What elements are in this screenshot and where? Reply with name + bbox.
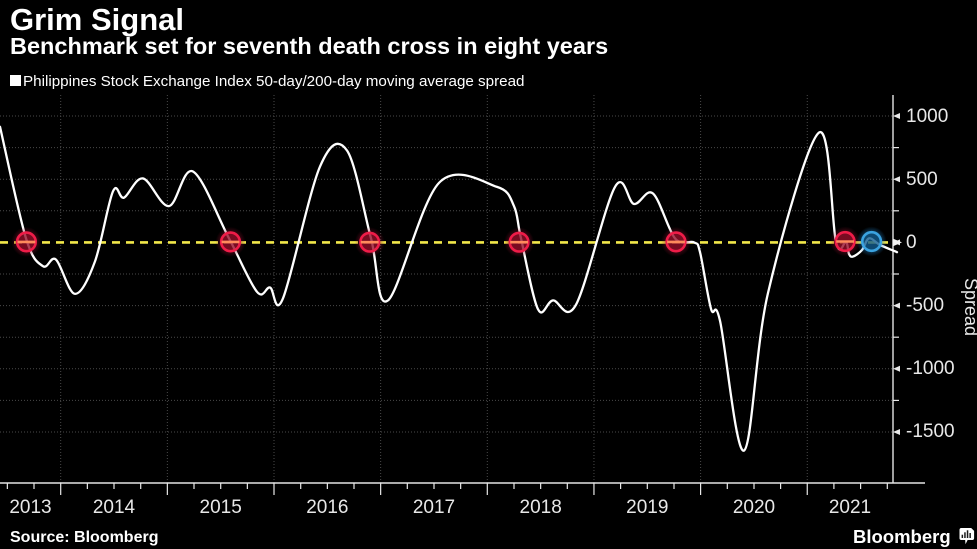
- svg-text:1000: 1000: [906, 106, 948, 127]
- svg-text:2013: 2013: [9, 497, 51, 518]
- svg-text:Spread: Spread: [961, 278, 977, 336]
- svg-text:2014: 2014: [93, 497, 136, 518]
- svg-text:2015: 2015: [200, 497, 242, 518]
- svg-text:-500: -500: [906, 295, 944, 316]
- svg-text:2016: 2016: [306, 497, 348, 518]
- svg-text:2021: 2021: [829, 497, 871, 518]
- svg-text:2018: 2018: [520, 497, 562, 518]
- svg-text:0: 0: [906, 232, 917, 253]
- svg-text:-1500: -1500: [906, 421, 955, 442]
- svg-text:2020: 2020: [733, 497, 775, 518]
- svg-text:2017: 2017: [413, 497, 455, 518]
- svg-text:500: 500: [906, 169, 938, 190]
- svg-text:-1000: -1000: [906, 358, 955, 379]
- svg-text:2019: 2019: [626, 497, 668, 518]
